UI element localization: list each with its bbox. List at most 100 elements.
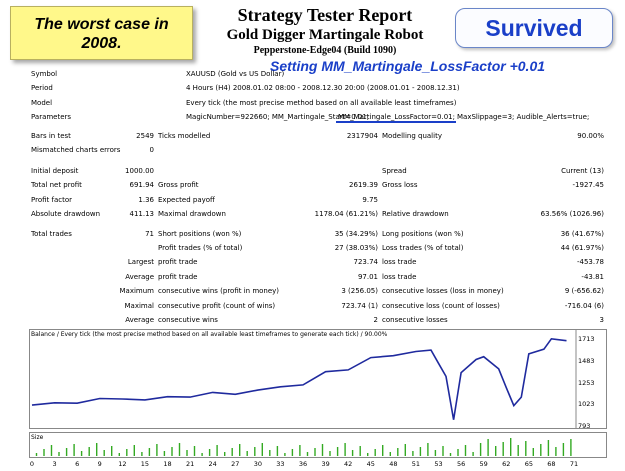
y-tick-label: 1023: [578, 400, 595, 409]
size-bar: [510, 438, 512, 456]
survived-badge: Survived: [455, 8, 613, 48]
maximal-consecutive-loss-value: -716.04 (6): [564, 302, 604, 310]
gross-profit-label: Gross profit: [158, 181, 199, 189]
bars-label: Bars in test: [31, 132, 71, 140]
size-bar: [540, 444, 542, 456]
parameters-part-a: MagicNumber=922660; MM_Martingale_Start=…: [186, 113, 370, 121]
average-label: Average: [125, 273, 154, 281]
size-bar: [487, 439, 489, 456]
average-consecutive-label: Average: [125, 316, 154, 324]
profit-trades-label: Profit trades (% of total): [158, 244, 243, 252]
size-bar: [495, 446, 497, 456]
gross-loss-label: Gross loss: [382, 181, 418, 189]
average-consecutive-wins-value: 2: [373, 316, 378, 324]
size-bar: [133, 445, 135, 456]
x-tick-label: 65: [524, 460, 533, 468]
bars-value: 2549: [136, 132, 154, 140]
parameters-label: Parameters: [31, 113, 72, 121]
maximal-label: Maximal: [124, 302, 154, 310]
size-bar: [359, 446, 361, 456]
size-bar: [156, 444, 158, 456]
net-profit-value: 691.94: [129, 181, 155, 189]
average-loss-value: -43.81: [581, 273, 604, 281]
balance-chart-caption: Balance / Every tick (the most precise m…: [31, 331, 388, 338]
size-bar: [382, 445, 384, 456]
size-bar: [306, 452, 309, 456]
size-bar: [479, 443, 482, 456]
x-tick-label: 53: [434, 460, 443, 468]
average-consecutive-losses-value: 3: [599, 316, 604, 324]
quality-value: 90.00%: [577, 132, 604, 140]
size-bar: [562, 443, 565, 456]
x-tick-label: 45: [366, 460, 375, 468]
max-consecutive-wins-label: consecutive wins (profit in money): [158, 287, 280, 295]
total-trades-label: Total trades: [31, 230, 72, 238]
size-bar: [96, 443, 98, 456]
y-tick-label: 793: [578, 422, 591, 430]
size-bar: [178, 443, 181, 456]
ticks-label: Ticks modelled: [158, 132, 211, 140]
spread-label: Spread: [382, 167, 407, 175]
size-bar: [517, 445, 519, 456]
max-consecutive-wins-value: 3 (256.05): [341, 287, 378, 295]
profit-trades-value: 27 (38.03%): [334, 244, 378, 252]
short-positions-label: Short positions (won %): [158, 230, 242, 238]
net-profit-label: Total net profit: [31, 181, 82, 189]
largest-loss-label: loss trade: [382, 258, 417, 266]
x-tick-label: 42: [344, 460, 353, 468]
x-tick-label: 59: [479, 460, 488, 468]
size-bar: [397, 448, 399, 456]
average-consecutive-wins-label: consecutive wins: [158, 316, 218, 324]
largest-profit-label: profit trade: [158, 258, 198, 266]
size-bar: [246, 451, 248, 456]
x-tick-label: 71: [569, 460, 579, 468]
report-subtitle: Gold Digger Martingale Robot: [226, 27, 424, 43]
size-bar: [276, 446, 279, 456]
profit-factor-label: Profit factor: [31, 196, 72, 204]
maximal-drawdown-label: Maximal drawdown: [158, 210, 226, 218]
absolute-drawdown-value: 411.13: [129, 210, 155, 218]
x-tick-label: 48: [389, 460, 398, 468]
largest-loss-value: -453.78: [576, 258, 604, 266]
size-bar: [570, 439, 572, 456]
size-bar: [254, 447, 256, 456]
size-bar: [555, 447, 557, 456]
size-bar: [321, 444, 324, 456]
expected-payoff-value: 9.75: [362, 196, 378, 204]
size-bar: [532, 448, 534, 456]
gross-loss-value: -1927.45: [572, 181, 604, 189]
size-bar: [351, 450, 354, 456]
size-bar: [374, 449, 376, 456]
absolute-drawdown-label: Absolute drawdown: [31, 210, 101, 218]
size-bar: [299, 445, 301, 456]
average-loss-label: loss trade: [382, 273, 417, 281]
size-bar: [291, 449, 294, 456]
relative-drawdown-value: 63.56% (1026.96): [540, 210, 604, 218]
x-tick-label: 0: [29, 460, 35, 468]
x-tick-label: 6: [75, 460, 80, 468]
deposit-value: 1000.00: [125, 167, 154, 175]
expected-payoff-label: Expected payoff: [158, 196, 215, 204]
size-bar: [141, 452, 143, 456]
long-positions-label: Long positions (won %): [382, 230, 464, 238]
period-label: Period: [31, 84, 53, 92]
long-positions-value: 36 (41.67%): [560, 230, 604, 238]
max-consecutive-losses-label: consecutive losses (loss in money): [382, 287, 504, 295]
size-bar: [224, 452, 226, 456]
size-bar: [171, 447, 173, 456]
relative-drawdown-label: Relative drawdown: [382, 210, 449, 218]
size-bar: [449, 453, 452, 456]
deposit-label: Initial deposit: [31, 167, 79, 175]
size-bar: [43, 449, 45, 456]
largest-label: Largest: [127, 258, 154, 266]
report-title: Strategy Tester Report: [237, 5, 413, 25]
parameters-part-c: MaxSlippage=3; Audible_Alerts=true;: [457, 113, 590, 121]
size-bar: [525, 441, 527, 456]
size-bar: [261, 443, 263, 456]
x-tick-label: 30: [253, 460, 262, 468]
size-bar: [329, 451, 331, 456]
x-tick-label: 62: [502, 460, 511, 468]
size-bar: [88, 447, 90, 456]
note-line-1: The worst case in: [34, 16, 169, 33]
x-tick-label: 33: [276, 460, 285, 468]
